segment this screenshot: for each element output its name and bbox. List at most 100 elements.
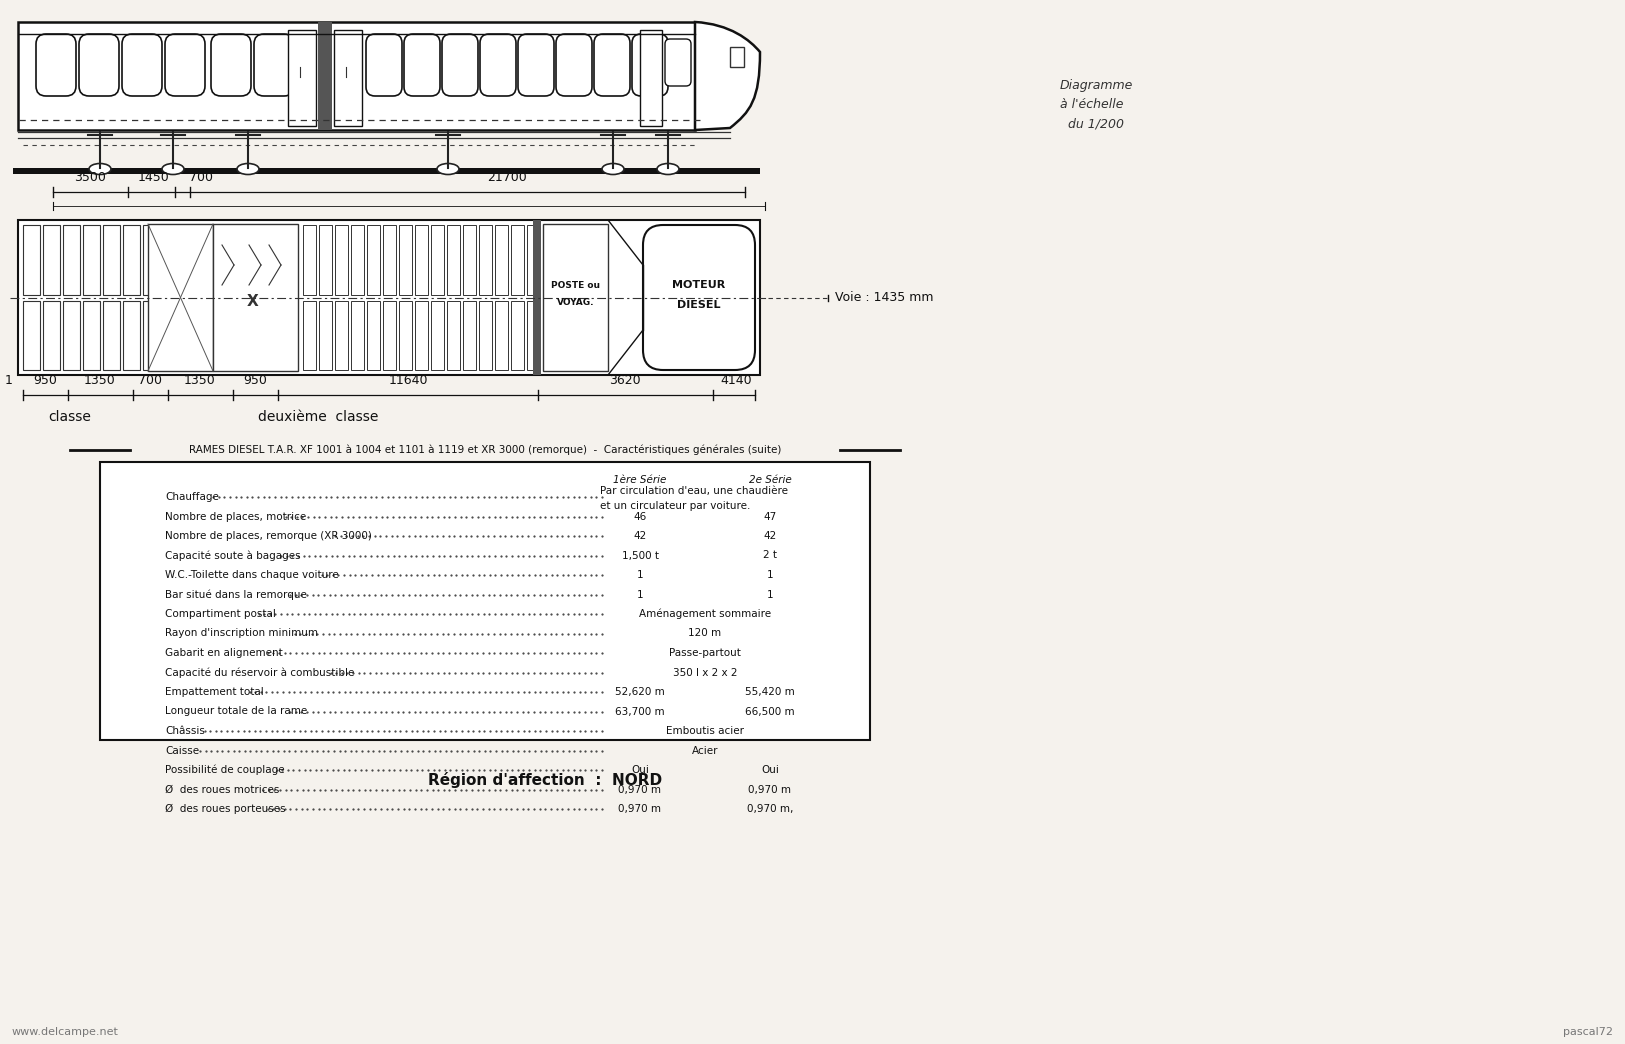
- Bar: [23, 226, 41, 294]
- Text: 42: 42: [764, 531, 777, 541]
- Bar: [496, 226, 509, 294]
- Bar: [479, 226, 492, 294]
- Text: 1: 1: [5, 374, 13, 387]
- Text: deuxième  classe: deuxième classe: [258, 410, 379, 424]
- Ellipse shape: [656, 164, 679, 174]
- Text: 4140: 4140: [720, 374, 752, 387]
- Text: 2 t: 2 t: [764, 550, 777, 561]
- Bar: [102, 226, 120, 294]
- Bar: [384, 226, 396, 294]
- Text: MOTEUR: MOTEUR: [673, 281, 726, 290]
- Text: DIESEL: DIESEL: [678, 301, 722, 310]
- Text: classe: classe: [49, 410, 91, 424]
- Text: Rayon d'inscription minimum: Rayon d'inscription minimum: [166, 628, 318, 639]
- Text: 0,970 m: 0,970 m: [749, 784, 791, 794]
- FancyBboxPatch shape: [632, 34, 668, 96]
- Text: 3620: 3620: [609, 374, 640, 387]
- FancyBboxPatch shape: [36, 34, 76, 96]
- Text: Ø  des roues motrices: Ø des roues motrices: [166, 784, 280, 794]
- Bar: [18, 220, 760, 375]
- Text: VOYAG.: VOYAG.: [557, 298, 595, 307]
- Bar: [479, 301, 492, 370]
- Bar: [496, 301, 509, 370]
- Text: 66,500 m: 66,500 m: [746, 707, 795, 716]
- Text: 1: 1: [637, 570, 644, 580]
- Text: 11640: 11640: [388, 374, 427, 387]
- Bar: [351, 226, 364, 294]
- Text: 1: 1: [637, 590, 644, 599]
- Bar: [543, 224, 608, 371]
- Ellipse shape: [601, 164, 624, 174]
- Text: Emboutis acier: Emboutis acier: [666, 726, 744, 736]
- Bar: [526, 226, 540, 294]
- Text: Nombre de places, motrice: Nombre de places, motrice: [166, 512, 306, 522]
- Text: www.delcampe.net: www.delcampe.net: [11, 1027, 119, 1037]
- Bar: [318, 301, 331, 370]
- Bar: [463, 301, 476, 370]
- Text: Longueur totale de la rame: Longueur totale de la rame: [166, 707, 307, 716]
- PathPatch shape: [696, 22, 760, 130]
- Text: 2e Série: 2e Série: [749, 475, 791, 485]
- Text: 0,970 m,: 0,970 m,: [748, 804, 793, 814]
- Bar: [318, 22, 331, 130]
- Text: Ø  des roues porteuses: Ø des roues porteuses: [166, 804, 286, 814]
- Text: 1,500 t: 1,500 t: [621, 550, 658, 561]
- Text: 1: 1: [767, 570, 774, 580]
- Text: Capacité soute à bagages: Capacité soute à bagages: [166, 550, 301, 561]
- Text: Oui: Oui: [760, 765, 778, 775]
- Bar: [400, 301, 413, 370]
- Text: W.C.-Toilette dans chaque voiture: W.C.-Toilette dans chaque voiture: [166, 570, 338, 580]
- Bar: [414, 226, 427, 294]
- Bar: [288, 30, 315, 126]
- Text: 0,970 m: 0,970 m: [619, 804, 661, 814]
- FancyBboxPatch shape: [442, 34, 478, 96]
- Bar: [414, 301, 427, 370]
- FancyBboxPatch shape: [556, 34, 592, 96]
- FancyBboxPatch shape: [122, 34, 162, 96]
- FancyBboxPatch shape: [479, 34, 517, 96]
- Bar: [63, 226, 80, 294]
- Bar: [400, 226, 413, 294]
- Text: 950: 950: [244, 374, 266, 387]
- Bar: [447, 226, 460, 294]
- Text: 700: 700: [138, 374, 162, 387]
- FancyBboxPatch shape: [644, 226, 756, 370]
- Text: 55,420 m: 55,420 m: [746, 687, 795, 697]
- Text: 1350: 1350: [184, 374, 216, 387]
- FancyBboxPatch shape: [254, 34, 294, 96]
- Text: 21700: 21700: [488, 171, 528, 184]
- Bar: [102, 301, 120, 370]
- Text: POSTE ou: POSTE ou: [551, 281, 600, 290]
- Text: X: X: [247, 294, 258, 309]
- FancyBboxPatch shape: [595, 34, 630, 96]
- Text: 47: 47: [764, 512, 777, 522]
- Bar: [83, 226, 101, 294]
- Ellipse shape: [437, 164, 458, 174]
- Bar: [447, 301, 460, 370]
- Text: 63,700 m: 63,700 m: [616, 707, 665, 716]
- FancyBboxPatch shape: [405, 34, 440, 96]
- Bar: [335, 30, 362, 126]
- Text: Aménagement sommaire: Aménagement sommaire: [639, 609, 772, 619]
- Text: 52,620 m: 52,620 m: [616, 687, 665, 697]
- Bar: [83, 301, 101, 370]
- Bar: [23, 301, 41, 370]
- Text: Compartiment postal: Compartiment postal: [166, 609, 276, 619]
- Text: 1ère Série: 1ère Série: [613, 475, 666, 485]
- FancyBboxPatch shape: [80, 34, 119, 96]
- Text: 700: 700: [188, 171, 213, 184]
- Text: 350 l x 2 x 2: 350 l x 2 x 2: [673, 667, 738, 678]
- Text: Chauffage: Chauffage: [166, 492, 219, 502]
- Ellipse shape: [237, 164, 258, 174]
- Bar: [63, 301, 80, 370]
- Bar: [101, 462, 869, 740]
- Bar: [510, 226, 523, 294]
- Text: Nombre de places, remorque (XR 3000): Nombre de places, remorque (XR 3000): [166, 531, 372, 541]
- Text: 1450: 1450: [138, 171, 169, 184]
- FancyBboxPatch shape: [518, 34, 554, 96]
- Bar: [148, 224, 213, 371]
- Text: Région d'affection  :  NORD: Région d'affection : NORD: [427, 772, 661, 788]
- Text: Par circulation d'eau, une chaudière: Par circulation d'eau, une chaudière: [600, 487, 788, 496]
- FancyBboxPatch shape: [366, 34, 401, 96]
- FancyBboxPatch shape: [166, 34, 205, 96]
